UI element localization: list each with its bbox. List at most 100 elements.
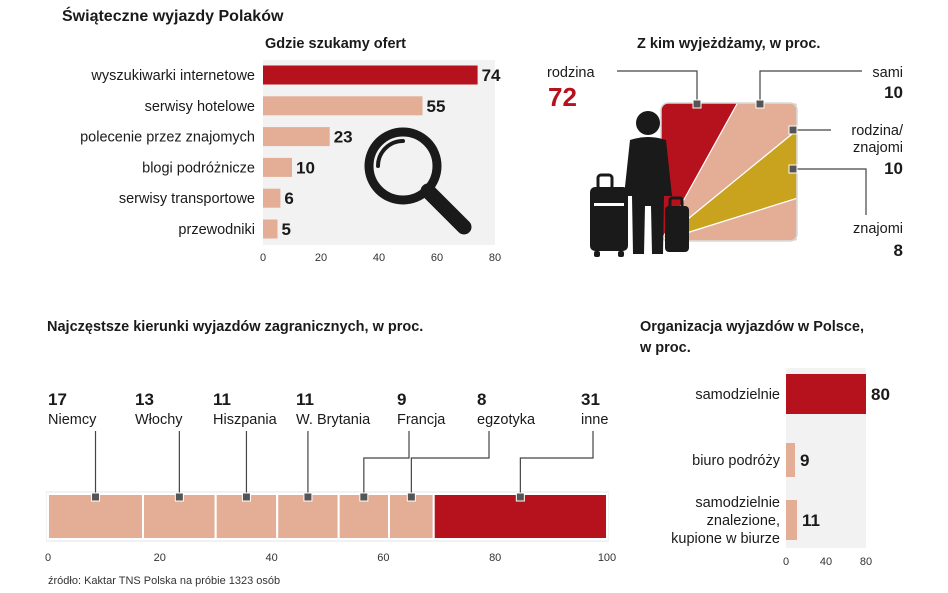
slice-value: 10 [884,83,903,102]
bar [263,127,330,147]
leader-line [410,431,490,497]
suitcase-body [590,187,628,251]
suitcase-icon [665,196,689,252]
tick-label: 60 [377,552,389,564]
segment-label: W. Brytania [296,412,371,428]
leader-marker [788,164,798,174]
chart-title: Gdzie szukamy ofert [265,36,406,52]
chart-domestic-organization: Organizacja wyjazdów w Polsce, w proc. 80 s… [639,319,890,568]
main-title: Świąteczne wyjazdy Polaków [62,6,284,25]
magnifier-handle [420,183,472,235]
tick-label: 20 [154,552,166,564]
magnifier-glint [376,139,405,168]
suitcase-body [665,206,689,252]
leader-marker [303,492,313,502]
bar [786,374,866,414]
leader-marker [692,99,702,109]
slice-label: znajomi [853,221,903,237]
value-label: 5 [282,220,291,239]
leader-line [794,168,867,215]
segment-value: 31 [581,390,600,409]
value-label: 6 [284,189,293,208]
category-label: serwisy transportowe [119,191,255,207]
traveler-body [624,137,672,254]
segment-value: 11 [213,390,231,409]
slice-label: rodzina/znajomi [851,123,904,156]
leader-line [617,70,698,104]
value-label: 55 [427,97,446,116]
leader-marker [755,99,765,109]
bar [263,96,423,116]
bar [263,65,478,85]
suitcase-handle [596,173,614,191]
category-label: polecenie przez znajomych [80,130,255,146]
tick-label: 80 [860,556,872,568]
segment-value: 13 [135,390,154,409]
segment-value: 17 [48,390,67,409]
chart-where-we-search: Gdzie szukamy ofert wyszukiwarki internet… [80,36,501,264]
leader-marker [241,492,251,502]
category-label: samodzielnie znalezione, kupione w biurze [671,495,780,547]
tick-label: 0 [260,252,266,264]
category-label: wyszukiwarki internetowe [90,68,255,84]
value-label: 10 [296,158,315,177]
slice-value: 10 [884,159,903,178]
slice-value: 8 [894,241,903,260]
leader-line [519,431,594,497]
category-label: blogi podróżnicze [142,160,255,176]
suitcase-wheel [618,251,624,257]
slice-label: rodzina [547,65,595,81]
chart-title: Organizacja wyjazdów w Polsce, w proc. [639,319,864,356]
segment-label: Włochy [135,412,183,428]
value-label: 11 [802,511,820,530]
tick-label: 80 [489,552,501,564]
chart-title: Najczęstsze kierunki wyjazdów zagraniczn… [47,319,423,335]
segment-value: 9 [397,390,406,409]
tick-label: 40 [265,552,277,564]
category-label: przewodniki [178,222,255,238]
category-label: samodzielnie [695,387,780,403]
segment-label: egzotyka [477,412,536,428]
leader-line [759,70,862,104]
magnifier-icon [364,127,472,235]
segment-label: Hiszpania [213,412,278,428]
leader-marker [91,492,101,502]
value-label: 80 [871,385,890,404]
segment-value: 11 [296,390,314,409]
segment-label: Niemcy [48,412,97,428]
tick-label: 40 [373,252,385,264]
leader-marker [359,492,369,502]
traveler-icon [624,111,672,254]
segment-label: Francja [397,412,446,428]
suitcase-wheel [594,251,600,257]
leader-marker [174,492,184,502]
tick-label: 40 [820,556,832,568]
tick-label: 0 [45,552,51,564]
value-label: 23 [334,128,353,147]
value-label: 9 [800,451,809,470]
leader-line [363,431,410,497]
traveler-head [636,111,660,135]
value-label: 74 [482,66,501,85]
bar [263,219,278,239]
slice-label: sami [872,65,903,81]
chart-title: Z kim wyjeżdżamy, w proc. [637,36,820,52]
leader-marker [515,492,525,502]
tick-label: 100 [598,552,616,564]
segment-label: inne [581,412,608,428]
suitcase-icon [590,173,628,257]
tick-label: 0 [783,556,789,568]
source-note: źródło: Kaktar TNS Polska na próbie 1323… [48,575,280,587]
category-label: serwisy hotelowe [145,99,255,115]
segment-value: 8 [477,390,486,409]
bar [263,157,292,177]
suitcase-stripe [594,203,624,206]
tick-label: 80 [489,252,501,264]
bar [263,188,281,208]
slice-value: 72 [548,82,577,112]
magnifier-lens [364,127,442,205]
leader-marker [406,492,416,502]
tick-label: 20 [315,252,327,264]
